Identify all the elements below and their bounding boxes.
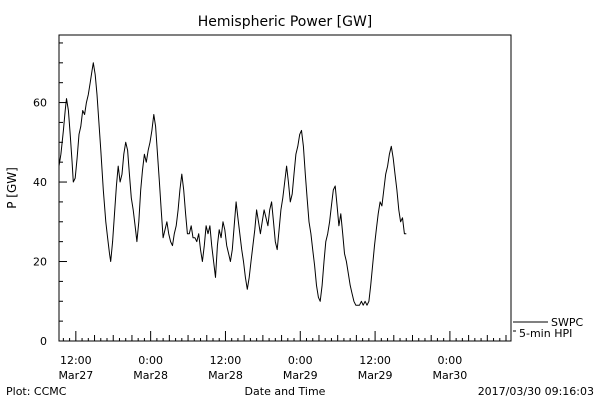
x-tick-time-label: 12:00	[210, 354, 242, 367]
x-tick-time-label: 0:00	[288, 354, 313, 367]
x-tick-date-label: Mar29	[358, 369, 393, 382]
x-tick-time-label: 12:00	[60, 354, 92, 367]
y-tick-label: 60	[33, 97, 47, 110]
plot-frame	[58, 34, 512, 342]
x-tick-date-label: Mar28	[133, 369, 168, 382]
x-tick-time-label: 12:00	[359, 354, 391, 367]
y-tick-label: 40	[33, 176, 47, 189]
x-axis: 12:00 Mar27 0:00 Mar28 12:00 Mar28 0:00 Mar29 12…	[58, 331, 507, 382]
plot-timestamp: 2017/03/30 09:16:03	[478, 385, 594, 398]
legend-swpc-label: SWPC	[551, 316, 583, 329]
x-tick-date-label: Mar30	[433, 369, 468, 382]
x-axis-label: Date and Time	[245, 385, 326, 398]
x-tick-time-label: 0:00	[438, 354, 463, 367]
y-axis: 0 20 40 60	[33, 42, 67, 348]
x-tick-date-label: Mar27	[58, 369, 93, 382]
plot-credit: Plot: CCMC	[6, 385, 67, 398]
x-tick-date-label: Mar28	[208, 369, 243, 382]
series-layer	[58, 62, 407, 306]
y-tick-label: 20	[33, 256, 47, 269]
legend: SWPC 5-min HPI	[513, 316, 583, 340]
legend-hpi-label: 5-min HPI	[519, 327, 572, 340]
chart-title: Hemispheric Power [GW]	[198, 14, 373, 30]
x-tick-time-label: 0:00	[138, 354, 163, 367]
series-line-hpi	[58, 62, 407, 306]
y-tick-label: 0	[40, 335, 47, 348]
x-tick-date-label: Mar29	[283, 369, 318, 382]
y-axis-label: P [GW]	[5, 167, 19, 209]
